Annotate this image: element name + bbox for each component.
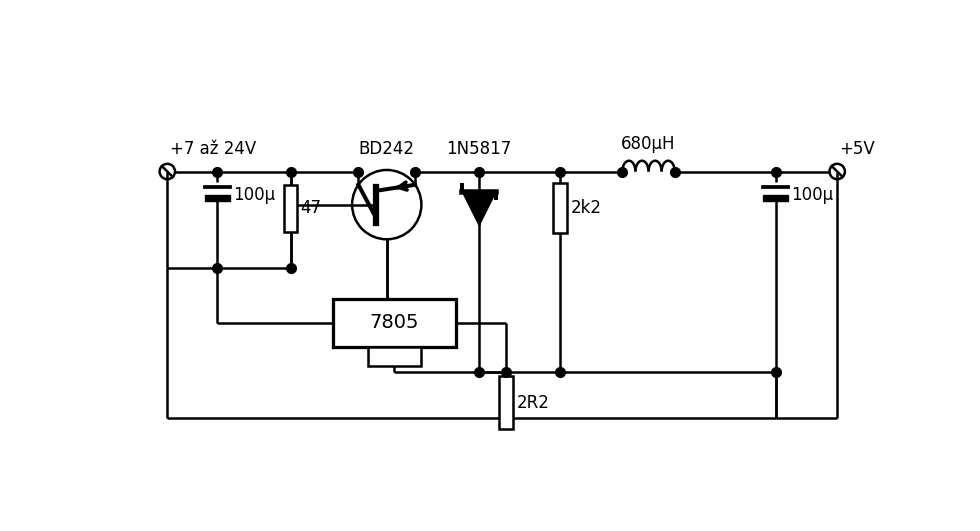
Polygon shape [763, 195, 788, 201]
Text: BD242: BD242 [359, 140, 415, 158]
Text: 100μ: 100μ [233, 186, 274, 203]
Text: 47: 47 [301, 200, 321, 218]
Text: 100μ: 100μ [791, 186, 833, 203]
Text: 7805: 7805 [369, 313, 419, 332]
Text: 2k2: 2k2 [570, 199, 602, 217]
Bar [368, 347, 421, 366]
Text: 680μH: 680μH [621, 135, 676, 153]
Text: +5V: +5V [840, 140, 875, 158]
Bar [283, 185, 298, 232]
Bar [333, 298, 456, 347]
Text: 1N5817: 1N5817 [447, 140, 512, 158]
Polygon shape [205, 195, 229, 201]
Polygon shape [463, 192, 496, 226]
Text: +7 až 24V: +7 až 24V [170, 140, 256, 158]
Bar [553, 183, 566, 233]
Bar [499, 375, 514, 430]
Text: 2R2: 2R2 [516, 393, 550, 412]
